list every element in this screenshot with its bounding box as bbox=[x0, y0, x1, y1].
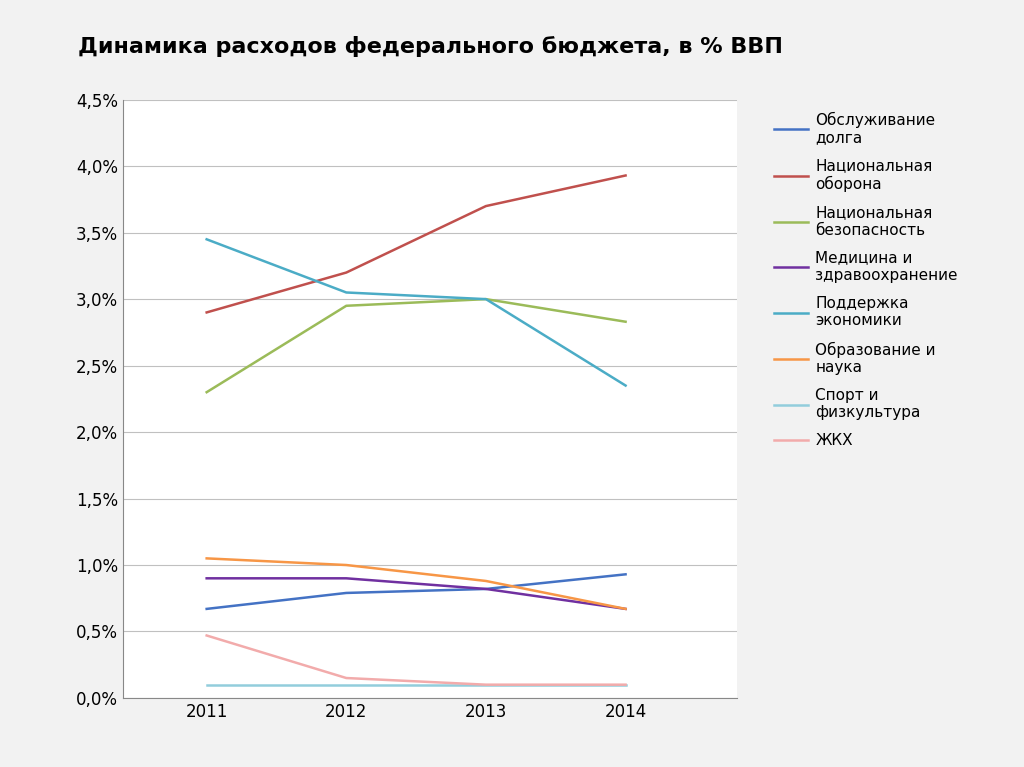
Обслуживание
долга bbox=[480, 584, 493, 594]
Национальная
оборона bbox=[480, 202, 493, 211]
Обслуживание
долга bbox=[340, 588, 352, 597]
Поддержка
экономики bbox=[480, 295, 493, 304]
Обслуживание
долга bbox=[201, 604, 213, 614]
Поддержка
экономики bbox=[340, 288, 352, 297]
Line: ЖКХ: ЖКХ bbox=[207, 636, 626, 685]
Медицина и
здравоохранение bbox=[340, 574, 352, 583]
Line: Поддержка
экономики: Поддержка экономики bbox=[207, 239, 626, 386]
Спорт и
физкультура bbox=[201, 680, 213, 690]
ЖКХ bbox=[201, 631, 213, 640]
Национальная
оборона bbox=[620, 171, 632, 180]
Спорт и
физкультура bbox=[620, 680, 632, 690]
Line: Национальная
безопасность: Национальная безопасность bbox=[207, 299, 626, 392]
Национальная
безопасность bbox=[340, 301, 352, 311]
Поддержка
экономики bbox=[620, 381, 632, 390]
Медицина и
здравоохранение bbox=[201, 574, 213, 583]
Медицина и
здравоохранение bbox=[620, 604, 632, 614]
ЖКХ bbox=[620, 680, 632, 690]
Line: Медицина и
здравоохранение: Медицина и здравоохранение bbox=[207, 578, 626, 609]
Line: Обслуживание
долга: Обслуживание долга bbox=[207, 574, 626, 609]
ЖКХ bbox=[480, 680, 493, 690]
Legend: Обслуживание
долга, Национальная
оборона, Национальная
безопасность, Медицина и
: Обслуживание долга, Национальная оборона… bbox=[769, 107, 963, 453]
Образование и
наука bbox=[201, 554, 213, 563]
ЖКХ bbox=[340, 673, 352, 683]
Национальная
оборона bbox=[340, 268, 352, 277]
Line: Образование и
наука: Образование и наука bbox=[207, 558, 626, 609]
Спорт и
физкультура bbox=[340, 680, 352, 690]
Образование и
наука bbox=[340, 561, 352, 570]
Образование и
наука bbox=[620, 604, 632, 614]
Национальная
оборона bbox=[201, 308, 213, 317]
Обслуживание
долга bbox=[620, 570, 632, 579]
Line: Национальная
оборона: Национальная оборона bbox=[207, 176, 626, 312]
Поддержка
экономики bbox=[201, 235, 213, 244]
Text: Динамика расходов федерального бюджета, в % ВВП: Динамика расходов федерального бюджета, … bbox=[78, 35, 782, 57]
Спорт и
физкультура bbox=[480, 680, 493, 690]
Национальная
безопасность bbox=[201, 387, 213, 397]
Медицина и
здравоохранение bbox=[480, 584, 493, 594]
Образование и
наука bbox=[480, 576, 493, 585]
Национальная
безопасность bbox=[620, 317, 632, 326]
Национальная
безопасность bbox=[480, 295, 493, 304]
